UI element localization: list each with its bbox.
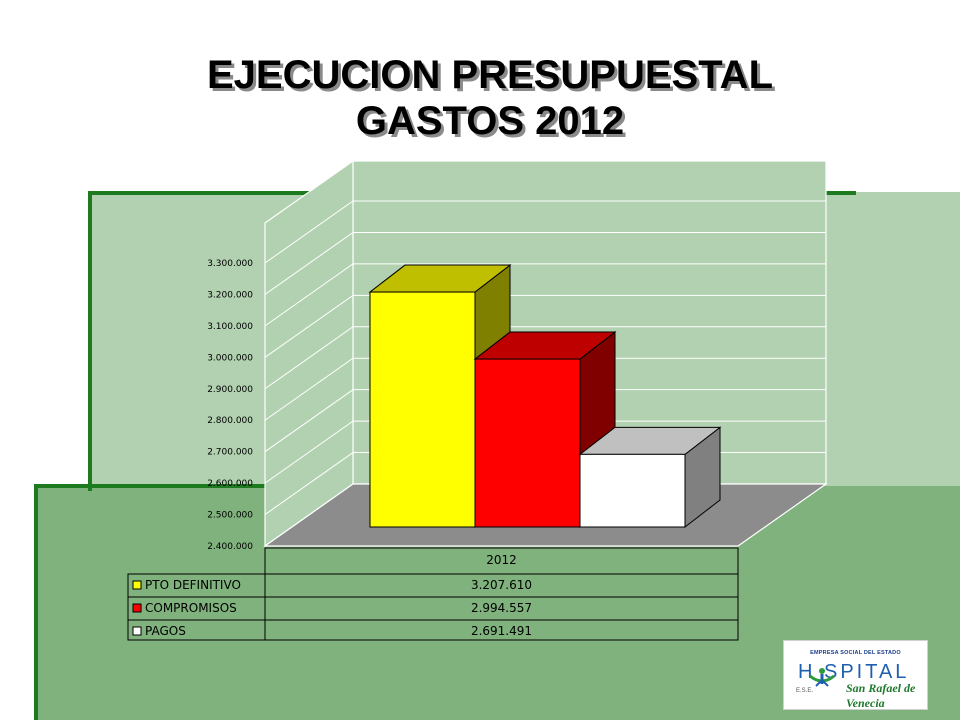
y-tick-label: 3.200.000 [207,290,253,300]
gridline-7 [264,263,826,327]
gridline-9 [264,200,826,264]
title-line-2: GASTOS 2012 [355,99,625,143]
title-line-1: EJECUCION PRESUPUESTAL [206,53,773,97]
value-label: 2.691.491 [471,624,532,638]
logo-top-text: EMPRESA SOCIAL DEL ESTADO [810,650,901,656]
legend-label: PTO DEFINITIVO [145,578,241,592]
legend-swatch [132,603,142,613]
chart-side-wall [264,159,354,548]
decorative-line-middle [34,484,434,488]
legend-swatch [132,580,142,590]
y-tick-label: 2.800.000 [207,416,253,426]
slide-title: EJECUCION PRESUPUESTAL GASTOS 2012 [0,52,960,144]
table-category-label: 2012 [486,553,517,567]
y-tick-label: 2.400.000 [207,542,253,552]
y-tick-label: 3.300.000 [207,259,253,269]
y-tick-label: 3.000.000 [207,353,253,363]
hospital-logo: EMPRESA SOCIAL DEL ESTADO H SPITAL E.S.E… [783,640,928,710]
y-tick-label: 3.100.000 [207,322,253,332]
gridline-6 [264,294,826,358]
legend-swatch [132,626,142,636]
y-tick-label: 2.600.000 [207,479,253,489]
gridline-4 [264,357,826,421]
decorative-line-left [88,191,92,491]
y-tick-label: 2.900.000 [207,385,253,395]
value-label: 3.207.610 [471,578,532,592]
y-tick-label: 2.500.000 [207,511,253,521]
bar-front-face [474,358,581,528]
value-cell [264,619,739,641]
y-tick-label: 2.700.000 [207,448,253,458]
gridline-3 [264,389,826,453]
bar-front-face [579,453,686,528]
gridline-8 [264,231,826,295]
logo-sub-text: San Rafael de Venecia [846,681,916,710]
value-label: 2.994.557 [471,601,532,615]
logo-main-text: H SPITAL [798,661,910,683]
logo-ese-text: E.S.E. [796,688,814,694]
bar-pagos [578,426,722,529]
legend-label: PAGOS [145,624,186,638]
gridline-2 [264,420,826,484]
decorative-line-left-lower [34,484,38,720]
legend-label: COMPROMISOS [145,601,237,615]
bar-front-face [369,291,476,528]
gridline-5 [264,326,826,390]
logo-people-icon [809,668,835,687]
